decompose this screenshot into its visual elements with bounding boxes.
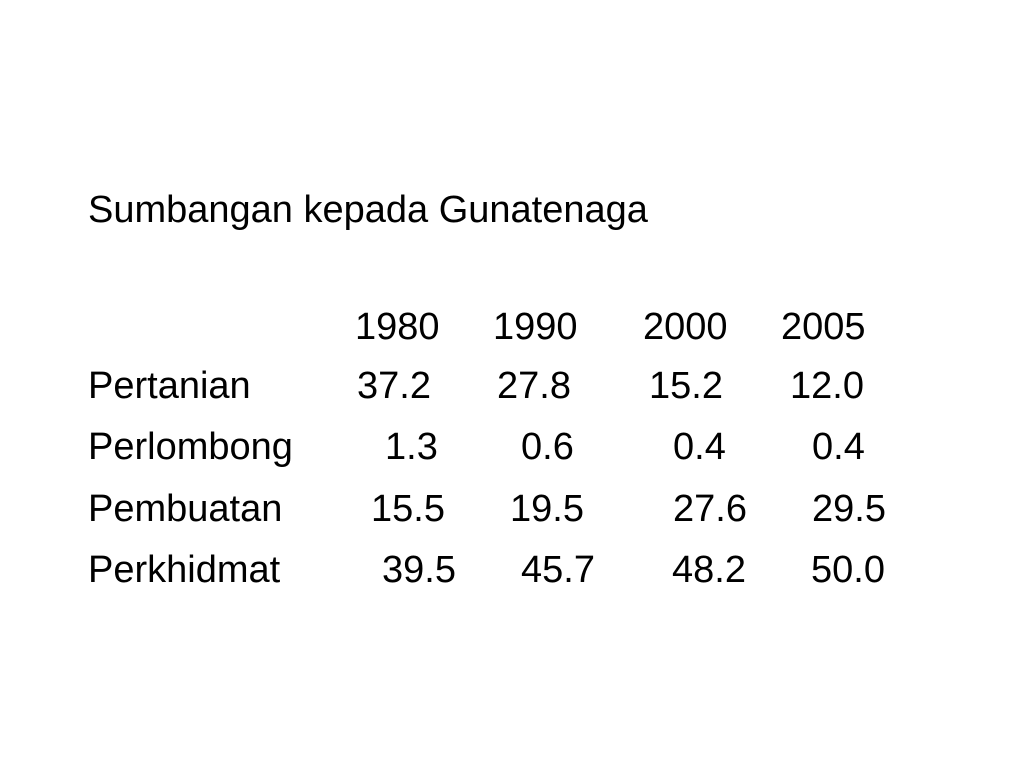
cell: 45.7 (521, 549, 595, 591)
cell: 0.6 (521, 426, 574, 468)
cell: 37.2 (357, 365, 431, 407)
cell: 39.5 (382, 549, 456, 591)
column-header: 2000 (643, 306, 728, 348)
cell: 27.8 (497, 365, 571, 407)
row-label: Perlombong (88, 426, 293, 468)
cell: 0.4 (812, 426, 865, 468)
column-header: 2005 (781, 306, 866, 348)
cell: 15.2 (649, 365, 723, 407)
cell: 50.0 (811, 549, 885, 591)
cell: 15.5 (371, 488, 445, 530)
cell: 0.4 (673, 426, 726, 468)
slide-title: Sumbangan kepada Gunatenaga (88, 189, 648, 231)
cell: 1.3 (385, 426, 438, 468)
cell: 12.0 (790, 365, 864, 407)
cell: 29.5 (812, 488, 886, 530)
row-label: Pertanian (88, 365, 251, 407)
row-label: Perkhidmat (88, 549, 281, 591)
cell: 48.2 (672, 549, 746, 591)
cell: 19.5 (510, 488, 584, 530)
column-header: 1990 (493, 306, 578, 348)
column-header: 1980 (355, 306, 440, 348)
row-label: Pembuatan (88, 488, 283, 530)
cell: 27.6 (673, 488, 747, 530)
